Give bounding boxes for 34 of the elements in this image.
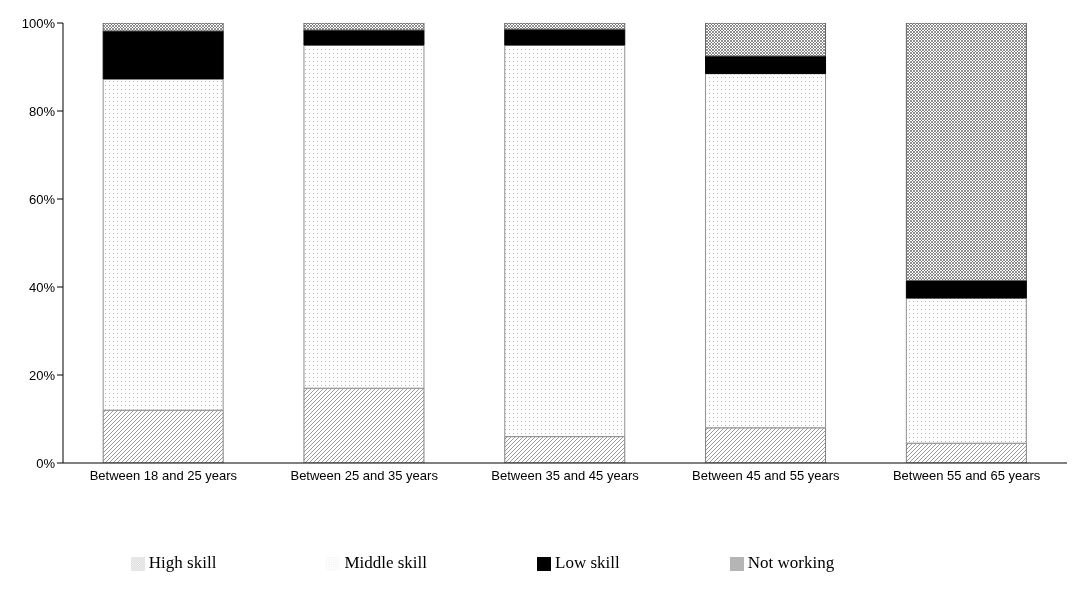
bar	[504, 44, 626, 438]
y-tick-label: 40%	[28, 279, 56, 295]
bar	[102, 78, 224, 411]
x-tick-label: Between 45 and 55 years	[692, 468, 841, 484]
y-tick-label: 0%	[36, 455, 56, 471]
bar	[705, 55, 827, 75]
bar	[504, 28, 626, 46]
bar	[905, 23, 1027, 281]
x-tick-label: Between 18 and 25 years	[89, 468, 238, 484]
y-tick-label: 100%	[21, 15, 56, 31]
bar	[102, 409, 224, 463]
x-tick-label: Between 35 and 45 years	[491, 468, 640, 484]
bar	[102, 30, 224, 80]
legend-label: Middle skill	[344, 553, 428, 572]
legend-label: Not working	[747, 553, 835, 572]
legend-label: High skill	[148, 553, 217, 572]
y-tick-label: 20%	[28, 367, 56, 383]
bar	[705, 427, 827, 463]
legend-label: Low skill	[555, 553, 620, 572]
y-tick-label: 80%	[28, 103, 56, 119]
x-tick-label: Between 55 and 65 years	[892, 468, 1041, 484]
bar	[504, 23, 626, 30]
bar	[504, 436, 626, 463]
y-tick-label: 60%	[28, 191, 56, 207]
bar	[303, 387, 425, 463]
bar	[905, 279, 1027, 299]
x-tick-label: Between 25 and 35 years	[290, 468, 439, 484]
bar	[905, 297, 1027, 444]
bar	[303, 23, 425, 31]
bar	[705, 73, 827, 429]
bar	[102, 23, 224, 32]
bar	[303, 29, 425, 46]
bar	[303, 44, 425, 389]
bar	[705, 23, 827, 57]
